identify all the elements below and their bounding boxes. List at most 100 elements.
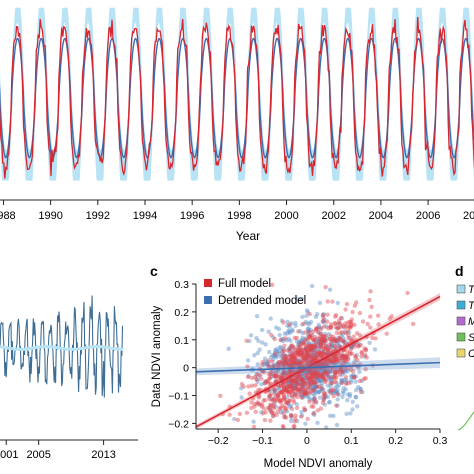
full-model-point — [311, 345, 316, 350]
detrended-model-point — [327, 370, 333, 375]
legend-swatch — [456, 332, 466, 342]
detrended-model-point — [305, 355, 310, 360]
full-model-point — [328, 390, 333, 395]
full-model-point — [337, 372, 343, 377]
detrended-model-point — [263, 359, 268, 364]
detrended-model-point — [293, 385, 298, 390]
full-model-point — [282, 361, 287, 366]
full-model-point — [218, 393, 223, 398]
panel-b-anomaly: 2001 2005 2013 — [0, 295, 138, 461]
detrended-model-point — [301, 340, 306, 346]
detrended-model-point — [301, 383, 306, 389]
full-model-point — [348, 351, 353, 357]
full-model-point — [257, 373, 262, 378]
detrended-model-point — [353, 379, 358, 384]
detrended-model-point — [263, 379, 268, 384]
legend-swatch — [456, 316, 466, 326]
detrended-model-point — [285, 380, 291, 385]
full-model-point — [276, 391, 281, 397]
detrended-model-point — [342, 377, 347, 382]
full-model-point — [319, 373, 324, 378]
full-model-point — [319, 354, 324, 359]
full-model-point — [273, 370, 278, 376]
full-model-point — [323, 284, 328, 290]
detrended-model-point — [273, 349, 278, 354]
detrended-model-point — [272, 352, 277, 358]
full-model-point — [307, 311, 312, 317]
detrended-model-point — [302, 338, 307, 344]
detrended-model-point — [342, 329, 348, 335]
full-model-point — [359, 354, 364, 359]
detrended-model-point — [281, 370, 287, 376]
full-model-point — [344, 359, 349, 364]
detrended-model-point — [318, 339, 323, 344]
full-model-point — [320, 334, 325, 339]
detrended-model-point — [272, 354, 277, 359]
detrended-model-point — [340, 389, 346, 394]
detrended-model-point — [313, 388, 318, 394]
detrended-model-point — [247, 338, 252, 344]
full-model-point — [281, 396, 287, 401]
full-model-point — [269, 409, 275, 415]
full-model-point — [316, 341, 321, 346]
full-model-point — [290, 379, 295, 384]
full-model-point — [376, 313, 381, 318]
full-model-point — [312, 355, 317, 360]
full-model-point — [303, 353, 308, 358]
detrended-model-point — [260, 369, 265, 374]
x-tick-label: 1996 — [180, 210, 204, 222]
full-model-point — [298, 373, 303, 378]
full-model-point — [293, 379, 298, 384]
full-model-point — [340, 338, 345, 343]
full-model-point — [275, 397, 280, 403]
detrended-model-point — [347, 392, 353, 397]
full-model-point — [294, 351, 300, 356]
full-model-point — [259, 376, 264, 382]
detrended-model-point — [297, 329, 303, 334]
detrended-model-point — [315, 383, 320, 389]
detrended-model-point — [343, 368, 349, 374]
full-model-point — [311, 411, 316, 416]
full-model-point — [283, 400, 289, 405]
full-model-point — [309, 347, 314, 353]
full-model-point — [298, 344, 304, 350]
full-model-point — [321, 375, 326, 380]
detrended-model-point — [282, 362, 287, 367]
detrended-model-point — [339, 334, 344, 339]
detrended-model-point — [289, 381, 294, 386]
detrended-model-point — [341, 369, 346, 374]
x-axis-title: Model NDVI anomaly — [264, 458, 373, 470]
detrended-model-point — [341, 338, 346, 344]
detrended-model-point — [313, 314, 319, 319]
full-model-point — [322, 369, 327, 375]
full-model-point — [281, 384, 287, 390]
full-model-point — [384, 331, 389, 336]
detrended-model-point — [321, 336, 326, 341]
detrended-model-point — [350, 399, 355, 404]
detrended-model-point — [311, 397, 316, 402]
detrended-model-point — [312, 386, 317, 391]
full-model-point — [271, 396, 277, 402]
detrended-model-point — [308, 360, 313, 365]
full-model-point — [306, 343, 311, 348]
detrended-model-point — [254, 314, 260, 319]
detrended-model-point — [329, 340, 334, 346]
full-model-point — [330, 299, 335, 304]
detrended-model-point — [273, 369, 278, 374]
x-tick-label: 0 — [304, 435, 310, 447]
full-model-point — [289, 354, 294, 359]
detrended-model-point — [306, 373, 311, 378]
full-model-point — [310, 353, 315, 358]
full-model-point — [307, 344, 313, 349]
detrended-model-point — [301, 355, 306, 360]
detrended-model-point — [331, 390, 336, 396]
full-model-point — [281, 363, 286, 368]
legend-swatch — [456, 348, 466, 358]
full-model-point — [322, 359, 328, 364]
detrended-model-point — [270, 357, 276, 362]
detrended-model-point — [274, 362, 280, 367]
detrended-model-point — [296, 361, 302, 366]
full-model-point — [283, 406, 289, 411]
detrended-model-point — [310, 332, 315, 338]
full-model-point — [368, 314, 373, 319]
